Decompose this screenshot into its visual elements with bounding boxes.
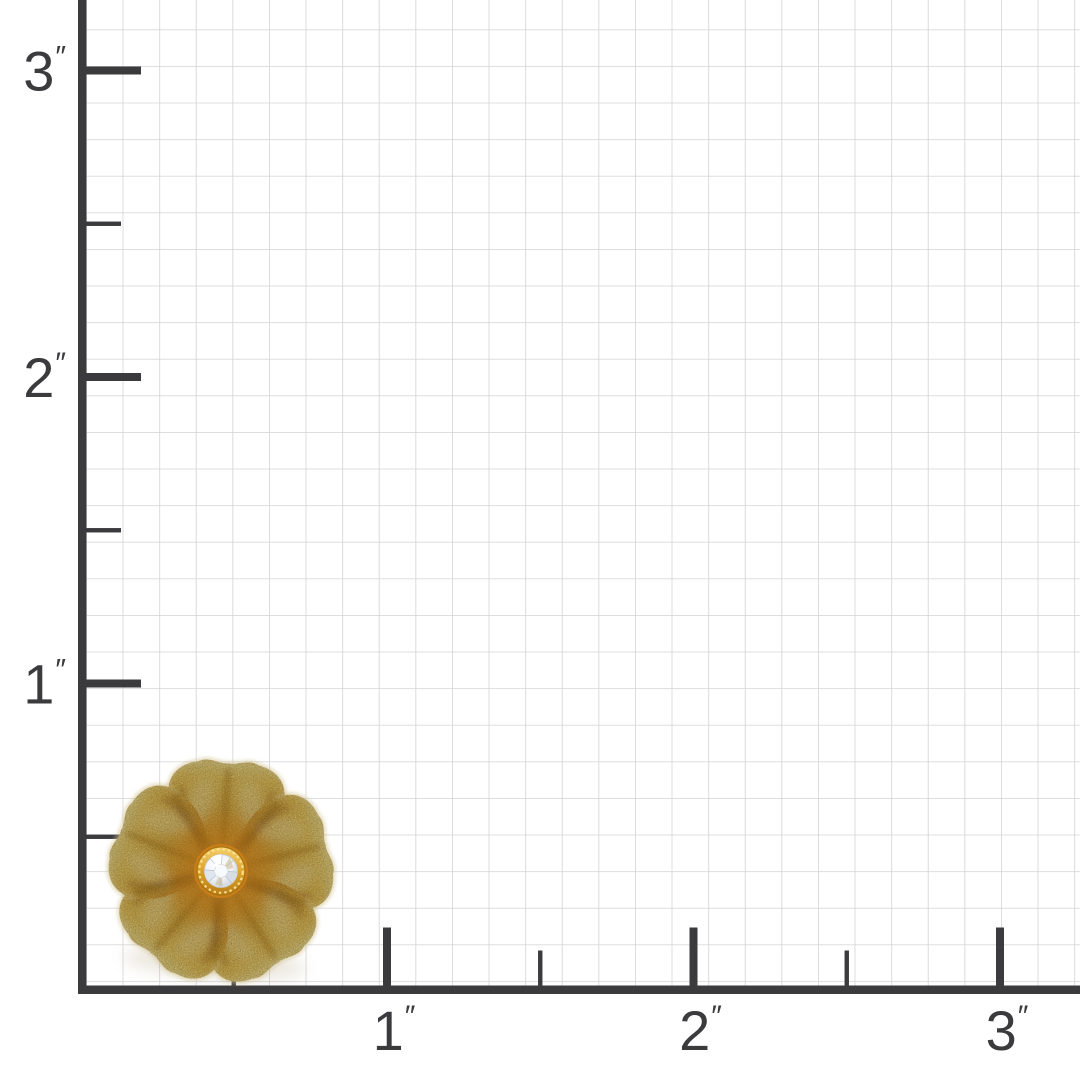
y-axis-major-tick <box>86 66 141 75</box>
y-axis-minor-tick <box>86 221 121 226</box>
y-axis-major-tick <box>86 373 141 381</box>
y-axis-tick-label: 3″ <box>23 40 66 103</box>
ruler-x-axis-bar <box>78 985 1080 994</box>
ruler-y-axis-bar <box>78 0 87 994</box>
x-axis-minor-tick <box>538 950 543 986</box>
product-photo-flower <box>90 752 351 1002</box>
x-axis-tick-label: 2″ <box>679 999 722 1062</box>
ruler-labels-layer: 1″ 2″ 3″ 1″ 2″ 3″ <box>23 40 1029 1063</box>
y-axis-tick-label: 2″ <box>23 346 66 409</box>
x-axis-tick-label: 3″ <box>986 999 1029 1062</box>
x-axis-major-tick <box>689 927 698 986</box>
x-axis-major-tick <box>996 927 1004 986</box>
y-axis-minor-tick <box>86 834 121 839</box>
y-axis-minor-tick <box>86 528 121 533</box>
x-axis-minor-tick <box>844 950 849 986</box>
y-axis-major-tick <box>86 679 141 688</box>
crystal <box>204 854 238 888</box>
x-axis-major-tick <box>383 927 391 986</box>
y-axis-tick-label: 1″ <box>23 653 66 716</box>
x-axis-tick-label: 1″ <box>373 999 416 1062</box>
bezel-milgrain-ring <box>198 848 244 894</box>
